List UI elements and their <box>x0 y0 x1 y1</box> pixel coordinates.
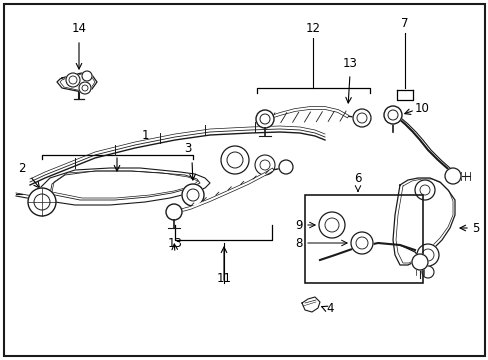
Text: 5: 5 <box>471 221 478 234</box>
Circle shape <box>34 194 50 210</box>
Text: 11: 11 <box>216 272 231 285</box>
Circle shape <box>419 185 429 195</box>
Circle shape <box>260 114 269 124</box>
Text: 1: 1 <box>141 129 148 142</box>
Text: 8: 8 <box>295 237 303 249</box>
Text: 2: 2 <box>18 162 26 175</box>
Circle shape <box>356 113 366 123</box>
Circle shape <box>226 152 243 168</box>
Circle shape <box>260 160 269 170</box>
Circle shape <box>182 184 203 206</box>
Circle shape <box>186 189 199 201</box>
Text: 3: 3 <box>184 142 191 155</box>
Text: 6: 6 <box>353 172 361 185</box>
Text: 13: 13 <box>342 57 357 70</box>
Circle shape <box>254 155 274 175</box>
Text: 9: 9 <box>295 219 303 231</box>
Circle shape <box>416 244 438 266</box>
Circle shape <box>69 76 77 84</box>
Text: 7: 7 <box>401 17 408 30</box>
Text: 4: 4 <box>325 302 333 315</box>
Circle shape <box>82 71 92 81</box>
Circle shape <box>411 254 427 270</box>
Circle shape <box>318 212 345 238</box>
Circle shape <box>387 110 397 120</box>
Circle shape <box>221 146 248 174</box>
Circle shape <box>421 249 433 261</box>
Circle shape <box>350 232 372 254</box>
Circle shape <box>355 237 367 249</box>
Circle shape <box>28 188 56 216</box>
Circle shape <box>165 204 182 220</box>
Text: 14: 14 <box>71 22 86 35</box>
Text: 10: 10 <box>414 102 429 114</box>
Circle shape <box>256 110 273 128</box>
Circle shape <box>414 180 434 200</box>
Circle shape <box>352 109 370 127</box>
Circle shape <box>82 85 88 91</box>
Circle shape <box>383 106 401 124</box>
Bar <box>305 195 422 283</box>
Circle shape <box>66 73 80 87</box>
Circle shape <box>444 168 460 184</box>
Text: 12: 12 <box>305 22 320 35</box>
Circle shape <box>279 160 292 174</box>
Circle shape <box>79 82 91 94</box>
Text: 13: 13 <box>167 237 182 250</box>
Circle shape <box>325 218 338 232</box>
Circle shape <box>421 266 433 278</box>
